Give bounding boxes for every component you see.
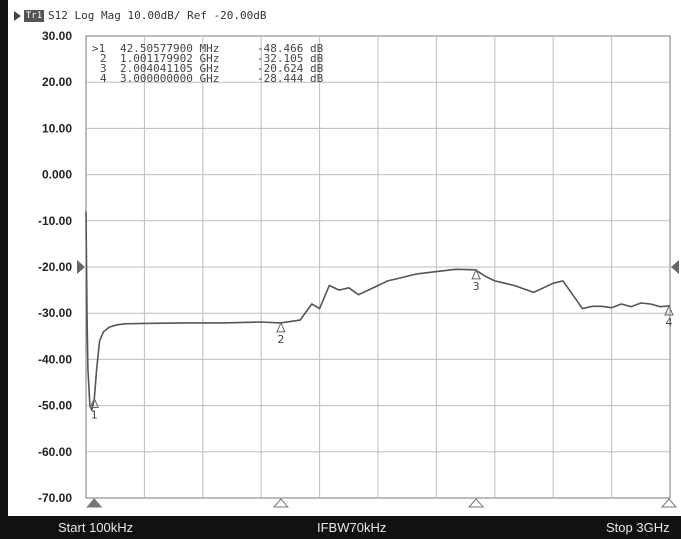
- marker-row-4: 4 3.000000000 GHz -28.444 dB: [100, 72, 324, 85]
- marker-3-label: 3: [473, 280, 480, 293]
- marker-1-position: [86, 498, 103, 508]
- marker-freq: 2.004041105 GHz: [120, 62, 219, 75]
- marker-freq: 1.001179902 GHz: [120, 52, 219, 65]
- status-footer: Start 100kHz IFBW70kHz Stop 3GHz: [0, 516, 681, 539]
- marker-table: >1 42.50577900 MHz -48.466 dB 2 1.001179…: [92, 42, 324, 85]
- marker-value: -28.444 dB: [257, 72, 324, 85]
- marker-2-position: [272, 498, 289, 508]
- left-edge-bar: [0, 0, 8, 539]
- marker-1-symbol: [89, 397, 100, 409]
- y-tick-label: -60.00: [38, 445, 72, 459]
- marker-value: -48.466 dB: [257, 42, 324, 55]
- if-bandwidth[interactable]: IFBW70kHz: [317, 520, 387, 535]
- marker-label: >1: [92, 42, 105, 55]
- marker-row-2: 2 1.001179902 GHz -32.105 dB: [100, 52, 324, 65]
- play-icon: [14, 11, 21, 21]
- marker-position-indicators: [86, 498, 678, 508]
- marker-value: -32.105 dB: [257, 52, 324, 65]
- ref-level-right-marker: [671, 260, 679, 274]
- y-tick-label: -40.00: [38, 352, 72, 366]
- start-frequency[interactable]: Start 100kHz: [58, 520, 134, 535]
- marker-row-1: >1 42.50577900 MHz -48.466 dB: [92, 42, 324, 55]
- y-tick-label: -20.00: [38, 260, 72, 274]
- marker-1-label: 1: [91, 409, 98, 422]
- trace-tag[interactable]: Tr1: [24, 10, 44, 22]
- marker-4-label: 4: [666, 316, 673, 329]
- marker-3-position: [468, 498, 485, 508]
- marker-value: -20.624 dB: [257, 62, 324, 75]
- marker-label: 2: [100, 52, 107, 65]
- y-tick-label: -50.00: [38, 399, 72, 413]
- marker-freq: 3.000000000 GHz: [120, 72, 219, 85]
- trace-title: S12 Log Mag 10.00dB/ Ref -20.00dB: [48, 9, 267, 22]
- marker-4-symbol: [664, 304, 674, 316]
- marker-2-label: 2: [277, 333, 284, 346]
- y-axis-labels: 30.00 20.00 10.00 0.000 -10.00 -20.00 -30.00 -4…: [38, 29, 72, 505]
- trace-title-bar[interactable]: Tr1 S12 Log Mag 10.00dB/ Ref -20.00dB: [8, 8, 681, 25]
- marker-label: 4: [100, 72, 107, 85]
- y-tick-label: -30.00: [38, 306, 72, 320]
- marker-symbols: 1 2 3 4: [89, 268, 674, 422]
- marker-3-symbol: [471, 268, 481, 280]
- ref-level-left-marker: [77, 260, 85, 274]
- y-tick-label: 20.00: [42, 75, 72, 89]
- y-tick-label: 30.00: [42, 29, 72, 43]
- marker-freq: 42.50577900 MHz: [120, 42, 219, 55]
- trace-line-s12: [85, 211, 671, 412]
- trace: [85, 211, 671, 412]
- marker-row-3: 3 2.004041105 GHz -20.624 dB: [100, 62, 324, 75]
- y-tick-label: 10.00: [42, 121, 72, 135]
- marker-label: 3: [100, 62, 107, 75]
- grid-lines: [86, 36, 670, 498]
- marker-2-symbol: [276, 321, 286, 333]
- marker-4-position: [660, 498, 678, 508]
- y-tick-label: -70.00: [38, 491, 72, 505]
- reference-level-marks: [77, 260, 679, 274]
- stop-frequency[interactable]: Stop 3GHz: [606, 520, 670, 535]
- y-tick-label: 0.000: [42, 168, 72, 182]
- y-tick-label: -10.00: [38, 214, 72, 228]
